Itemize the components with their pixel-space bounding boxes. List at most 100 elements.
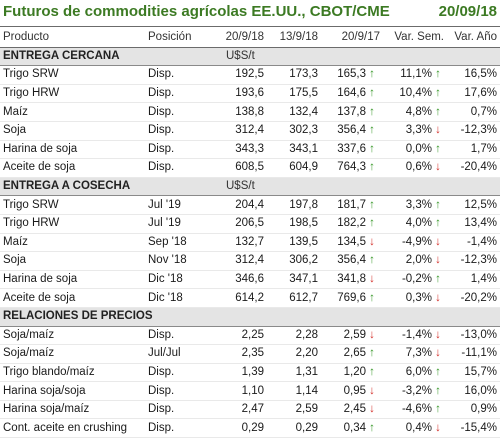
price-week-ago: 2,59	[264, 400, 318, 420]
var-sem: -4,9% ↓	[380, 233, 444, 253]
var-ano: 17,6%	[444, 84, 500, 104]
arrow-up-icon: ↑	[369, 365, 375, 378]
arrow-up-icon: ↑	[435, 273, 441, 286]
price-current: 192,5	[214, 65, 264, 85]
title-bar: Futuros de commodities agrícolas EE.UU.,…	[0, 0, 500, 26]
var-sem: 0,3% ↓	[380, 288, 444, 308]
var-sem: 0,0% ↑	[380, 140, 444, 160]
var-ano: -15,4%	[444, 418, 500, 438]
product-name: Trigo HRW	[0, 84, 148, 104]
table-row: Trigo blando/maíz Disp. 1,39 1,31 1,20 ↑ 6,0% ↑…	[0, 363, 500, 383]
price-week-ago: 173,3	[264, 65, 318, 85]
var-sem: 7,3% ↓	[380, 344, 444, 364]
price-current: 312,4	[214, 121, 264, 141]
report-date: 20/09/18	[438, 3, 497, 20]
table-row: Harina soja/maíz Disp. 2,47 2,59 2,45 ↓ -4,6% ↑…	[0, 400, 500, 420]
position: Nov '18	[148, 251, 214, 271]
price-current: 2,25	[214, 326, 264, 346]
price-week-ago: 343,1	[264, 140, 318, 160]
var-ano: -12,3%	[444, 251, 500, 271]
product-name: Cont. aceite en crushing	[0, 418, 148, 438]
var-ano: -12,3%	[444, 121, 500, 141]
price-year-ago: 137,8 ↑	[318, 102, 380, 122]
position: Disp.	[148, 400, 214, 420]
arrow-down-icon: ↓	[435, 161, 441, 174]
product-name: Soja/maíz	[0, 326, 148, 346]
arrow-down-icon: ↓	[369, 328, 375, 341]
arrow-up-icon: ↑	[369, 198, 375, 211]
product-name: Trigo HRW	[0, 214, 148, 234]
arrow-up-icon: ↑	[435, 403, 441, 416]
product-name: Trigo SRW	[0, 65, 148, 85]
var-ano: 16,0%	[444, 381, 500, 401]
column-header-date-1: 20/9/18	[214, 29, 264, 48]
table-row: Soja Nov '18 312,4 306,2 356,4 ↑ 2,0% ↓ -12,3%	[0, 251, 500, 271]
var-ano: 13,4%	[444, 214, 500, 234]
product-name: Maíz	[0, 102, 148, 122]
table-row: Soja/maíz Disp. 2,25 2,28 2,59 ↓ -1,4% ↓ -13,0%	[0, 326, 500, 346]
price-year-ago: 2,65 ↑	[318, 344, 380, 364]
arrow-up-icon: ↑	[435, 217, 441, 230]
price-year-ago: 134,5 ↓	[318, 233, 380, 253]
arrow-up-icon: ↑	[369, 142, 375, 155]
position: Disp.	[148, 381, 214, 401]
table-body: ENTREGA CERCANA U$S/t Trigo SRW Disp. 192,5 1…	[0, 46, 500, 438]
price-year-ago: 164,6 ↑	[318, 84, 380, 104]
title-divider	[0, 26, 500, 27]
price-current: 343,3	[214, 140, 264, 160]
column-header-product: Producto	[0, 29, 148, 48]
var-ano: 1,4%	[444, 270, 500, 290]
price-week-ago: 612,7	[264, 288, 318, 308]
arrow-down-icon: ↓	[369, 235, 375, 248]
price-week-ago: 1,14	[264, 381, 318, 401]
product-name: Aceite de soja	[0, 158, 148, 178]
product-name: Harina soja/soja	[0, 381, 148, 401]
position: Disp.	[148, 326, 214, 346]
price-week-ago: 198,5	[264, 214, 318, 234]
price-week-ago: 302,3	[264, 121, 318, 141]
price-week-ago: 0,29	[264, 418, 318, 438]
table-row: Aceite de soja Dic '18 614,2 612,7 769,6 ↑ 0,3…	[0, 288, 500, 308]
var-sem: 6,0% ↑	[380, 363, 444, 383]
var-ano: 12,5%	[444, 195, 500, 215]
price-week-ago: 197,8	[264, 195, 318, 215]
var-sem: 3,3% ↑	[380, 195, 444, 215]
arrow-down-icon: ↓	[435, 347, 441, 360]
arrow-up-icon: ↑	[435, 87, 441, 100]
table-row: Maíz Disp. 138,8 132,4 137,8 ↑ 4,8% ↑ 0,7%	[0, 102, 500, 122]
arrow-down-icon: ↓	[369, 273, 375, 286]
arrow-up-icon: ↑	[435, 198, 441, 211]
var-ano: 0,9%	[444, 400, 500, 420]
table-row: Harina de soja Dic '18 346,6 347,1 341,8 ↓ -0,…	[0, 270, 500, 290]
arrow-down-icon: ↓	[435, 124, 441, 137]
column-header-date-2: 13/9/18	[264, 29, 318, 48]
table-row: Trigo SRW Disp. 192,5 173,3 165,3 ↑ 11,1% ↑ 16,5…	[0, 65, 500, 85]
price-week-ago: 1,31	[264, 363, 318, 383]
table-row: Soja Disp. 312,4 302,3 356,4 ↑ 3,3% ↓ -12,3%	[0, 121, 500, 141]
table-row: Aceite de soja Disp. 608,5 604,9 764,3 ↑ 0,6% ↓…	[0, 158, 500, 178]
table-row: Harina de soja Disp. 343,3 343,1 337,6 ↑ 0,0% ↑…	[0, 140, 500, 160]
product-name: Harina de soja	[0, 140, 148, 160]
arrow-up-icon: ↑	[435, 105, 441, 118]
product-name: Aceite de soja	[0, 288, 148, 308]
arrow-down-icon: ↓	[369, 384, 375, 397]
table-row: Trigo SRW Jul '19 204,4 197,8 181,7 ↑ 3,3% ↑ 12,…	[0, 195, 500, 215]
position: Dic '18	[148, 288, 214, 308]
var-sem: 0,4% ↓	[380, 418, 444, 438]
price-current: 0,29	[214, 418, 264, 438]
price-week-ago: 175,5	[264, 84, 318, 104]
var-sem: 4,0% ↑	[380, 214, 444, 234]
position: Sep '18	[148, 233, 214, 253]
var-sem: -3,2% ↑	[380, 381, 444, 401]
price-current: 132,7	[214, 233, 264, 253]
var-sem: 0,6% ↓	[380, 158, 444, 178]
var-sem: 4,8% ↑	[380, 102, 444, 122]
arrow-up-icon: ↑	[369, 68, 375, 81]
price-year-ago: 356,4 ↑	[318, 251, 380, 271]
price-current: 346,6	[214, 270, 264, 290]
arrow-down-icon: ↓	[435, 235, 441, 248]
position: Disp.	[148, 158, 214, 178]
price-year-ago: 356,4 ↑	[318, 121, 380, 141]
position: Disp.	[148, 84, 214, 104]
section-unit: U$S/t	[214, 46, 500, 67]
